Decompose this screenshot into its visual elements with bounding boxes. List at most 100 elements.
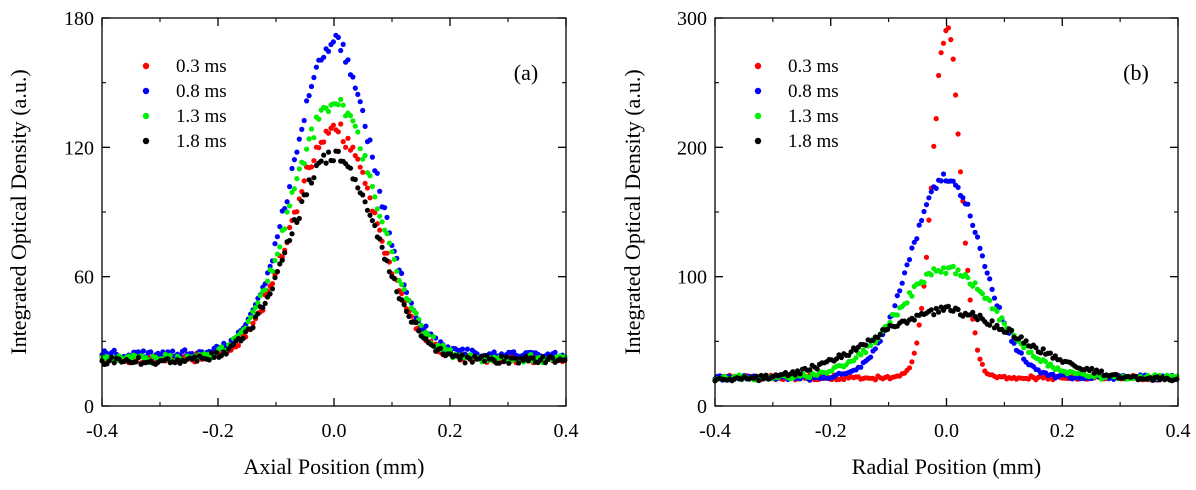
- data-point: [423, 323, 429, 329]
- data-point: [977, 245, 983, 251]
- data-point: [923, 202, 930, 208]
- y-tick-label: 180: [64, 8, 94, 30]
- data-point: [970, 309, 976, 315]
- data-point: [513, 356, 519, 362]
- data-point: [287, 203, 293, 209]
- data-point: [272, 257, 278, 264]
- data-point: [345, 57, 351, 63]
- series-0-8-ms-points: [99, 32, 568, 362]
- data-point: [274, 251, 280, 257]
- data-point: [379, 244, 385, 250]
- data-point: [1052, 353, 1058, 359]
- data-point: [367, 173, 373, 179]
- data-point: [323, 160, 329, 166]
- data-point: [248, 314, 254, 320]
- x-tick-label: -0.4: [699, 420, 731, 442]
- data-point: [340, 102, 346, 108]
- data-point: [763, 372, 769, 378]
- data-point: [950, 56, 956, 62]
- data-point: [987, 276, 993, 282]
- data-point: [287, 224, 293, 231]
- data-point: [948, 37, 954, 43]
- data-point: [218, 353, 224, 359]
- x-tick-label: -0.4: [86, 420, 118, 442]
- data-point: [316, 145, 322, 151]
- data-point: [955, 131, 961, 137]
- data-point: [919, 305, 925, 312]
- data-point: [352, 123, 358, 129]
- data-point: [252, 305, 259, 311]
- data-point: [438, 345, 444, 351]
- data-point: [406, 313, 412, 319]
- data-point: [1033, 345, 1039, 351]
- data-point: [872, 346, 879, 352]
- data-point: [756, 377, 762, 384]
- data-point: [311, 74, 317, 81]
- data-point: [377, 236, 383, 242]
- data-point: [1043, 358, 1049, 365]
- data-point: [960, 195, 966, 201]
- data-point: [304, 98, 310, 104]
- x-tick-label: -0.2: [815, 420, 847, 442]
- data-point: [506, 360, 512, 366]
- data-point: [296, 166, 302, 172]
- data-point: [416, 328, 422, 334]
- data-point: [940, 171, 947, 177]
- data-point: [250, 309, 256, 315]
- data-point: [291, 186, 297, 192]
- x-tick-label: 0.0: [322, 420, 347, 442]
- legend: 0.3 ms 0.8 ms 1.3 ms 1.8 ms: [754, 56, 839, 152]
- data-point: [425, 332, 431, 338]
- series-1-8-ms-points: [99, 148, 568, 367]
- data-point: [894, 312, 900, 318]
- data-point: [911, 350, 917, 356]
- data-point: [459, 352, 466, 358]
- data-point: [911, 317, 917, 323]
- data-point: [989, 286, 995, 292]
- data-point: [209, 350, 215, 356]
- data-point: [355, 129, 361, 135]
- data-point: [921, 279, 927, 286]
- data-point: [321, 152, 327, 158]
- data-point: [923, 254, 930, 260]
- data-point: [308, 180, 315, 186]
- data-point: [938, 178, 944, 184]
- data-point: [974, 234, 981, 240]
- data-point: [916, 322, 922, 328]
- data-point: [372, 222, 378, 229]
- data-point: [950, 178, 956, 184]
- data-point: [945, 25, 952, 31]
- data-point: [335, 129, 341, 135]
- data-point: [357, 99, 363, 105]
- data-point: [277, 244, 283, 250]
- data-point: [343, 144, 349, 150]
- data-point: [111, 360, 117, 366]
- data-point: [909, 245, 915, 251]
- data-point: [340, 139, 346, 145]
- y-tick-label: 120: [64, 137, 94, 159]
- data-point: [311, 175, 317, 181]
- data-point: [206, 357, 212, 363]
- data-point: [287, 184, 293, 190]
- data-point: [550, 355, 556, 361]
- data-point: [182, 347, 188, 353]
- data-point: [909, 293, 915, 299]
- data-point: [868, 342, 874, 349]
- data-point: [330, 122, 336, 128]
- data-point: [350, 118, 356, 124]
- data-point: [967, 297, 973, 303]
- y-tick-label: 0: [697, 396, 707, 418]
- data-point: [807, 367, 813, 373]
- data-point: [552, 349, 558, 355]
- data-point: [1009, 327, 1015, 334]
- data-point: [135, 354, 142, 361]
- data-point: [858, 364, 864, 370]
- data-point: [904, 300, 910, 306]
- data-point: [301, 178, 307, 184]
- data-point: [265, 278, 271, 284]
- y-tick-label: 200: [677, 137, 707, 159]
- data-point: [362, 199, 368, 205]
- legend-marker: [754, 137, 762, 145]
- legend-marker: [142, 62, 150, 70]
